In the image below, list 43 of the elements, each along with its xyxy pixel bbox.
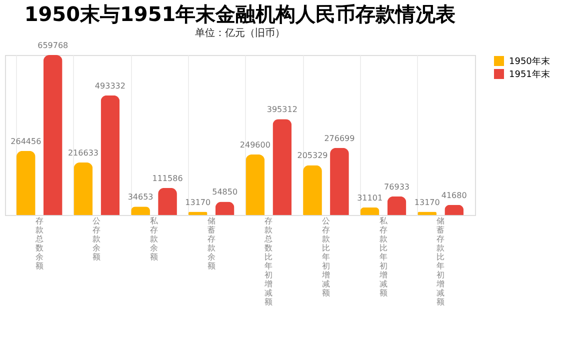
data-label: 13170 — [414, 198, 440, 207]
bar — [100, 95, 120, 215]
data-label: 216633 — [68, 148, 98, 158]
chart-subtitle: 单位：亿元（旧币） — [195, 27, 285, 39]
data-label: 395312 — [266, 105, 298, 114]
bar — [387, 196, 406, 215]
bar — [188, 212, 208, 215]
data-label: 111586 — [152, 174, 183, 183]
x-tick-label: 私存款余额 — [150, 216, 160, 262]
bar — [330, 148, 349, 215]
category-label: 私存款比年初增减额 — [379, 216, 388, 298]
bar — [360, 207, 380, 215]
data-label: 264456 — [10, 136, 42, 146]
data-label: 31101 — [357, 193, 383, 202]
category-label: 存款总数比年初增减额 — [264, 216, 273, 306]
bar — [43, 55, 62, 215]
data-label: 249600 — [240, 140, 270, 150]
data-label: 13170 — [185, 198, 211, 207]
bar — [303, 165, 322, 215]
data-label: 54850 — [212, 188, 238, 197]
bar — [444, 204, 464, 215]
bar — [16, 150, 36, 215]
legend-label: 1950年末 — [509, 56, 550, 67]
x-tick-label: 储蓄存款余额 — [207, 216, 216, 270]
bar — [215, 202, 234, 215]
data-label: 659768 — [38, 41, 68, 50]
bar — [246, 154, 265, 215]
x-tick-label: 公存款余额 — [92, 216, 101, 262]
category-label: 公存款比年初增减额 — [322, 216, 330, 298]
category-label: 储蓄存款比年初增减额 — [436, 216, 445, 306]
legend-label: 1951年末 — [509, 69, 550, 80]
data-label: 276699 — [324, 134, 355, 143]
data-label: 41680 — [441, 190, 467, 200]
bar — [158, 188, 177, 215]
data-label: 76933 — [384, 182, 410, 192]
x-tick-label: 存款总数余额 — [34, 216, 44, 270]
bar — [418, 212, 437, 215]
data-label: 493332 — [94, 81, 126, 90]
bar — [272, 119, 292, 215]
data-label: 205329 — [297, 151, 328, 160]
chart-title: 1950末与1951年末金融机构人民币存款情况表 — [24, 2, 456, 26]
bar — [74, 162, 93, 215]
data-label: 34653 — [128, 192, 154, 202]
